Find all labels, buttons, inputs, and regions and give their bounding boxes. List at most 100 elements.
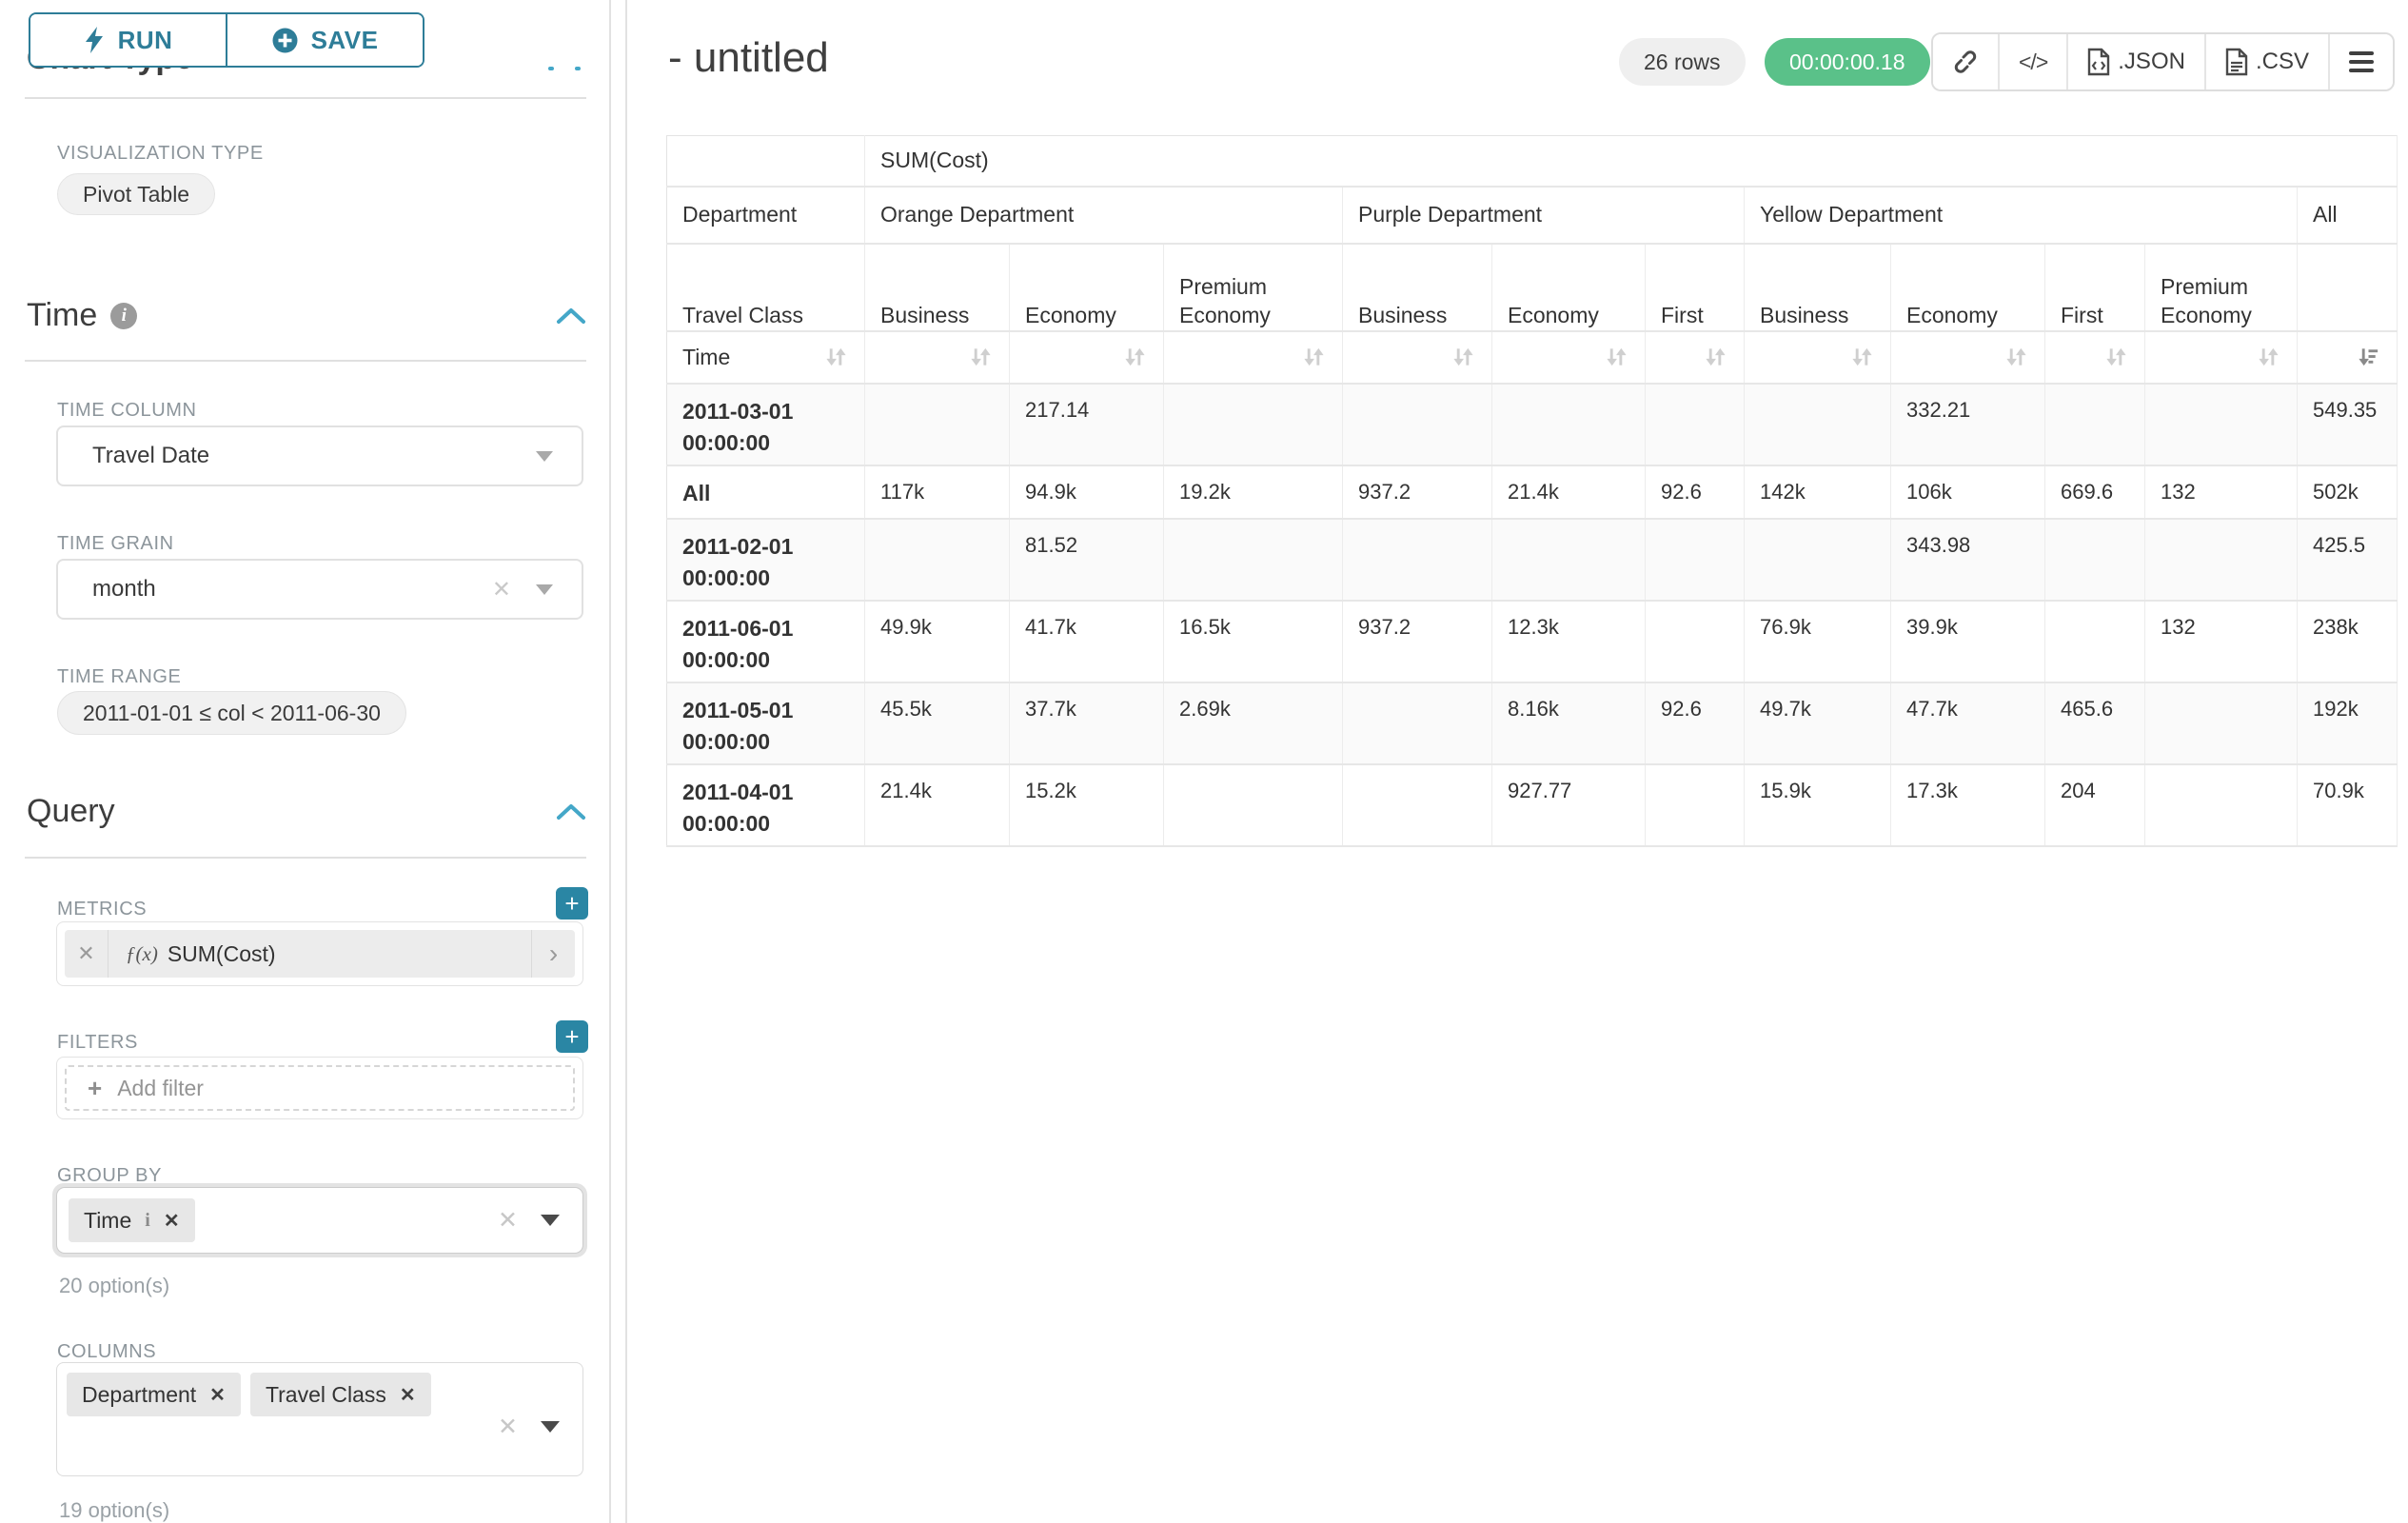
caret-down-icon [536,450,553,462]
travel-class-dimension-header: Travel Class [666,243,865,332]
sort-header-cell[interactable] [864,330,1010,385]
group-by-select[interactable]: Time i ✕ ✕ [56,1187,583,1254]
pivot-cell: 47.7k [1890,682,2045,765]
sort-arrows-icon[interactable] [1849,345,1875,369]
clear-icon[interactable]: ✕ [498,1414,518,1440]
sort-amount-desc-icon[interactable] [2356,345,2381,369]
embed-code-button[interactable]: </> [2000,34,2069,89]
columns-select[interactable]: Department ✕ Travel Class ✕ ✕ [56,1362,583,1476]
pivot-cell: 49.7k [1744,682,1891,765]
pivot-cell: 142k [1744,465,1891,520]
sort-header-cell[interactable] [1890,330,2045,385]
caret-down-icon[interactable] [541,1215,560,1226]
pivot-cell: 425.5 [2297,518,2398,602]
sort-header-cell[interactable] [2144,330,2298,385]
sort-header-cell[interactable] [1645,330,1745,385]
sort-arrows-icon[interactable] [1604,345,1629,369]
chevron-up-icon[interactable] [556,307,586,326]
pivot-cell: 192k [2297,682,2398,765]
time-column-value: Travel Date [92,443,210,468]
sort-header-cell[interactable] [1491,330,1646,385]
travel-class-header: Business [864,243,1010,332]
time-column-select[interactable]: Travel Date [56,425,583,486]
sort-arrows-icon[interactable] [2003,345,2029,369]
save-button[interactable]: SAVE [227,14,423,66]
time-grain-select[interactable]: month ✕ [56,559,583,620]
columns-chip[interactable]: Travel Class ✕ [249,1373,431,1416]
row-header: 2011-04-01 00:00:00 [666,763,865,847]
copy-link-button[interactable] [1933,34,2000,89]
sort-header-cell[interactable] [2297,330,2398,385]
clear-icon[interactable]: ✕ [498,1207,518,1234]
remove-metric-icon[interactable]: ✕ [65,930,109,978]
remove-chip-icon[interactable]: ✕ [399,1384,416,1406]
caret-down-icon[interactable] [541,1421,560,1433]
panel-divider[interactable] [609,0,611,1523]
chevron-up-icon[interactable] [556,802,586,821]
pivot-table: SUM(Cost) Department Orange Department Purp… [666,135,2398,847]
table-row-sort: Time [666,330,2398,385]
chart-title[interactable]: - untitled [668,34,829,81]
pivot-cell: 15.9k [1744,763,1891,847]
sort-arrows-icon[interactable] [1703,345,1728,369]
export-csv-button[interactable]: .CSV [2205,34,2330,89]
travel-class-header [2297,243,2398,332]
travel-class-header: First [2044,243,2145,332]
pivot-cell: 132 [2144,465,2298,520]
query-section-header[interactable]: Query [27,793,115,830]
pivot-cell: 8.16k [1491,682,1646,765]
columns-chip[interactable]: Department ✕ [67,1373,241,1416]
pivot-cell: 927.77 [1491,763,1646,847]
sort-arrows-icon[interactable] [2256,345,2281,369]
group-by-chip[interactable]: Time i ✕ [69,1198,195,1242]
menu-button[interactable] [2329,34,2393,89]
sort-arrows-icon[interactable] [1301,345,1327,369]
info-icon: i [145,1209,150,1231]
export-json-button[interactable]: .JSON [2068,34,2206,89]
chevron-right-icon[interactable]: › [531,930,575,978]
time-row-header[interactable]: Time [666,330,865,385]
clear-icon[interactable]: ✕ [491,576,511,603]
section-divider [25,857,586,859]
pivot-cell [1744,383,1891,466]
time-section-header[interactable]: Time i [27,297,138,334]
sort-header-cell[interactable] [1342,330,1492,385]
pivot-cell: 49.9k [864,600,1010,683]
metric-pill[interactable]: ✕ ƒ(x) SUM(Cost) › [65,930,575,978]
remove-chip-icon[interactable]: ✕ [163,1210,180,1232]
sort-header-cell[interactable] [1163,330,1343,385]
pivot-cell [1491,518,1646,602]
row-header: 2011-03-01 00:00:00 [666,383,865,466]
sort-arrows-icon[interactable] [2103,345,2129,369]
pivot-cell [1645,763,1745,847]
time-range-chip[interactable]: 2011-01-01 ≤ col < 2011-06-30 [57,691,406,735]
sort-header-cell[interactable] [2044,330,2145,385]
row-header: 2011-02-01 00:00:00 [666,518,865,602]
travel-class-header: Business [1744,243,1891,332]
chip-label: Travel Class [265,1381,386,1407]
sort-arrows-icon[interactable] [968,345,994,369]
pivot-cell [1342,763,1492,847]
sort-header-cell[interactable] [1009,330,1164,385]
time-grain-value: month [92,576,156,602]
run-button[interactable]: RUN [30,14,226,66]
sort-arrows-icon[interactable] [823,345,849,369]
viz-type-chip[interactable]: Pivot Table [57,173,216,215]
pivot-cell: 238k [2297,600,2398,683]
pivot-cell [2144,682,2298,765]
run-button-label: RUN [117,25,173,54]
add-filter-dropzone[interactable]: + Add filter [65,1065,575,1111]
link-icon [1954,50,1977,73]
add-filter-button[interactable]: + [556,1020,588,1053]
sort-arrows-icon[interactable] [1122,345,1148,369]
add-filter-placeholder: Add filter [117,1075,204,1100]
add-metric-button[interactable]: + [556,887,588,920]
remove-chip-icon[interactable]: ✕ [209,1384,226,1406]
chevron-up-icon[interactable] [548,67,581,72]
pivot-cell [2044,383,2145,466]
sort-header-cell[interactable] [1744,330,1891,385]
sort-arrows-icon[interactable] [1451,345,1476,369]
pivot-cell: 21.4k [864,763,1010,847]
pivot-cell: 39.9k [1890,600,2045,683]
